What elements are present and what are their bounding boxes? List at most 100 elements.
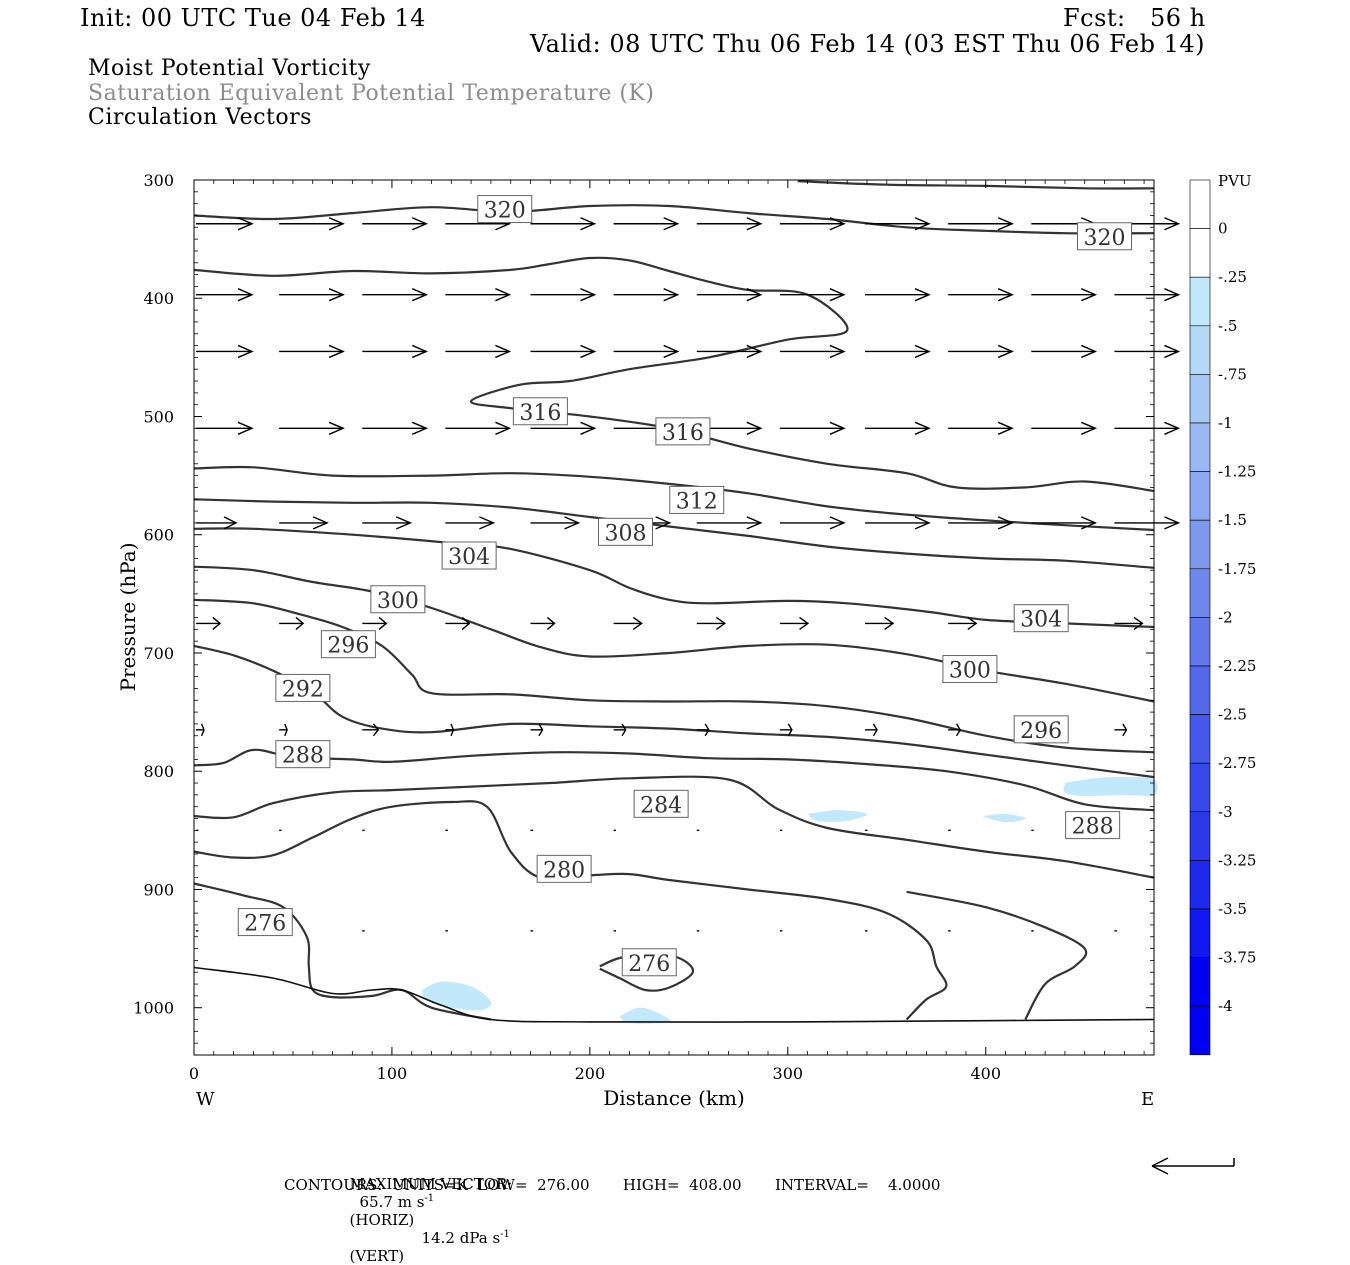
- vector-head: [538, 723, 544, 737]
- y-tick-label: 600: [143, 526, 174, 545]
- vector-head: [746, 288, 763, 302]
- theta-contour-320: [193, 204, 1155, 235]
- pv-shade-region: [807, 810, 868, 822]
- y-tick-label: 400: [143, 289, 174, 308]
- colorbar-cell: [1189, 908, 1211, 958]
- contour-label-box: [669, 485, 725, 514]
- colorbar-cell: [1189, 228, 1211, 278]
- title-mpv: Moist Potential Vorticity: [88, 56, 371, 81]
- vector-head: [495, 344, 512, 359]
- colorbar-label: -1: [1218, 414, 1233, 432]
- vector-head: [1081, 288, 1098, 302]
- vector-head: [461, 616, 471, 630]
- colorbar-cell: [1189, 1005, 1211, 1056]
- vector-head: [829, 217, 846, 231]
- theta-contour-316: [193, 256, 1155, 493]
- contour-label-text: 320: [484, 199, 526, 224]
- init-time: Init: 00 UTC Tue 04 Feb 14: [80, 4, 426, 32]
- contour-label-box: [1013, 604, 1069, 633]
- colorbar-unit: PVU: [1218, 172, 1252, 190]
- contour-label-box: [1065, 811, 1121, 840]
- y-tick-label: 900: [143, 880, 174, 899]
- vector-head: [580, 344, 597, 359]
- vector-head: [1122, 723, 1128, 737]
- vector-head: [746, 516, 763, 530]
- contour-label-box: [370, 585, 426, 614]
- horiz-value: 65.7 m s: [359, 1193, 425, 1211]
- colorbar: 0 -.25 -.5 -.75 -1 -1.25 -1.5 -1.75 -2 -2.25 -2.5 -…: [1189, 179, 1256, 1056]
- contour-label-text: 300: [377, 589, 419, 614]
- contour-label-box: [1013, 715, 1069, 744]
- vert-tag: (VERT): [349, 1247, 405, 1265]
- colorbar-label: -1.75: [1218, 560, 1256, 578]
- title-theta-es: Saturation Equivalent Potential Temperat…: [88, 81, 655, 106]
- vector-head: [1164, 421, 1181, 435]
- vector-head: [799, 616, 810, 630]
- vector-head: [284, 723, 288, 737]
- contour-label-box: [536, 854, 592, 883]
- colorbar-cell: [1189, 811, 1211, 861]
- vector-head: [1081, 421, 1098, 435]
- vector-head: [200, 723, 205, 737]
- colorbar-label: -2.75: [1218, 754, 1256, 772]
- vector-head: [829, 421, 846, 435]
- colorbar-label: -.5: [1218, 317, 1237, 335]
- colorbar-cell: [1189, 617, 1211, 667]
- horiz-exponent: -1: [424, 1193, 435, 1204]
- contour-label-text: 320: [1084, 226, 1126, 251]
- vector-head: [1164, 217, 1181, 231]
- vector-head: [914, 516, 931, 530]
- contour-label-text: 276: [244, 912, 286, 937]
- contour-label-box: [441, 541, 497, 570]
- contour-label-box: [320, 630, 376, 659]
- valid-time: Valid: 08 UTC Thu 06 Feb 14 (03 EST Thu …: [530, 30, 1205, 58]
- vector-head: [1164, 288, 1181, 302]
- contour-label-text: 284: [640, 793, 682, 818]
- vector-head: [378, 616, 388, 630]
- colorbar-label: -3.75: [1218, 949, 1256, 967]
- y-tick-label: 1000: [133, 999, 174, 1018]
- colorbar-cell: [1189, 422, 1211, 472]
- colorbar-cell: [1189, 665, 1211, 715]
- vector-head: [663, 288, 680, 302]
- vector-head: [787, 723, 793, 737]
- vector-head: [580, 421, 597, 435]
- colorbar-label: 0: [1218, 220, 1228, 238]
- contour-label-text: 296: [327, 634, 369, 659]
- contour-label-box: [275, 740, 331, 769]
- contour-label-layer: 3203203163163123083043043003002962962922…: [237, 195, 1133, 977]
- colorbar-cell: [1189, 568, 1211, 618]
- vector-head: [411, 288, 429, 302]
- vector-head: [997, 516, 1014, 530]
- contour-label-box: [237, 908, 293, 937]
- pv-shading-layer: [421, 777, 1158, 1024]
- vector-head: [829, 344, 846, 359]
- colorbar-cell: [1189, 714, 1211, 764]
- vector-head: [328, 421, 345, 435]
- x-tick-label: 100: [377, 1064, 408, 1083]
- x-tick-label: 0: [189, 1064, 199, 1083]
- contour-label-text: 288: [282, 744, 324, 769]
- max-vector-label: MAXIMUM VECTOR:: [349, 1175, 513, 1193]
- y-tick-label: 500: [143, 407, 174, 426]
- vector-head: [704, 723, 710, 737]
- colorbar-label: -3.25: [1218, 851, 1256, 869]
- vector-head: [580, 288, 597, 302]
- vector-head: [495, 421, 512, 435]
- y-axis-title: Pressure (hPa): [116, 543, 140, 692]
- ground-surface-line: [193, 966, 1155, 1023]
- vector-head: [829, 288, 846, 302]
- vector-head: [1164, 516, 1181, 530]
- colorbar-label: -.75: [1218, 365, 1247, 383]
- vector-head: [914, 344, 931, 359]
- horiz-tag: (HORIZ): [349, 1211, 415, 1229]
- contour-label-text: 292: [282, 677, 324, 702]
- max-vector-line: MAXIMUM VECTOR: 65.7 m s-1 (HORIZ) 14.2 …: [340, 1157, 513, 1265]
- contour-label-box: [621, 948, 677, 977]
- vector-head: [328, 217, 345, 231]
- vector-head: [580, 217, 597, 231]
- vector-head: [328, 288, 345, 302]
- vector-head: [223, 516, 238, 530]
- vector-head: [715, 616, 726, 630]
- vector-head: [479, 516, 496, 530]
